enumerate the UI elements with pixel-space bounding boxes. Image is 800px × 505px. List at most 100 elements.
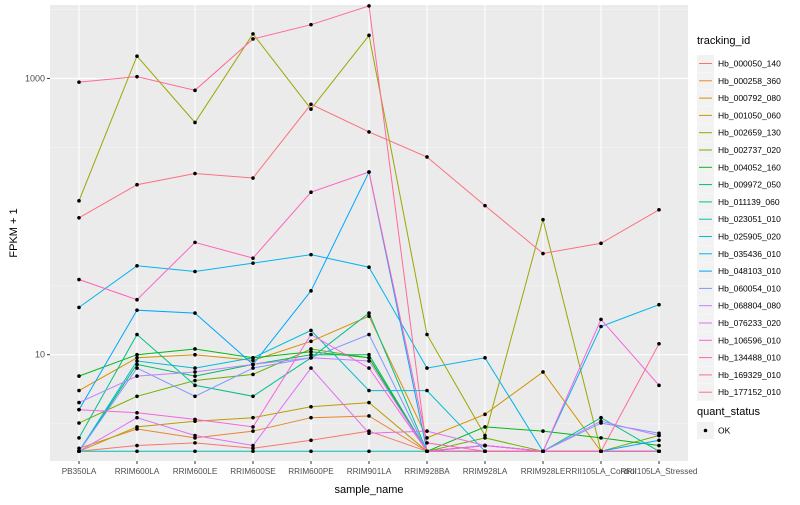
data-point [367, 352, 371, 357]
data-point [193, 378, 197, 383]
x-tick-label: RRIM928LA [463, 467, 508, 476]
data-point [309, 355, 313, 360]
x-tick-label: RRII105LA_Control [566, 467, 637, 476]
data-point [425, 429, 429, 433]
data-point [309, 107, 313, 111]
data-point [367, 449, 371, 454]
data-point [367, 311, 371, 315]
data-point [135, 366, 139, 370]
data-point [309, 438, 313, 443]
data-point [251, 394, 255, 399]
axes: 10 1000 PB350LA RRIM600LA RRIM600LE RRIM600SE… [25, 73, 698, 476]
legend-label: Hb_076233_020 [718, 318, 781, 328]
data-point [309, 449, 313, 454]
x-tick-label: RRIM901LA [347, 467, 392, 476]
data-point [251, 449, 255, 454]
data-point [193, 240, 197, 245]
legend-label: Hb_060054_010 [718, 283, 781, 293]
data-point [309, 332, 313, 337]
data-point [193, 352, 197, 357]
data-point [77, 400, 81, 405]
data-point [483, 449, 487, 454]
data-point [251, 355, 255, 360]
data-point [77, 388, 81, 393]
data-point [541, 449, 545, 454]
data-point [599, 449, 603, 454]
x-tick-label: RRII105LA_Stressed [621, 467, 698, 476]
data-point [77, 80, 81, 84]
legend-shape-key [703, 428, 708, 433]
data-point [483, 436, 487, 440]
data-point [135, 443, 139, 448]
data-point [367, 400, 371, 405]
legend: tracking_id quant_status Hb_000050_140 Hb… [697, 35, 781, 439]
data-point [367, 431, 371, 436]
data-point [367, 332, 371, 337]
data-point [309, 328, 313, 333]
data-point [135, 54, 139, 58]
data-point [193, 347, 197, 351]
data-point [77, 421, 81, 425]
data-point [193, 370, 197, 374]
data-point [541, 370, 545, 374]
data-point [309, 366, 313, 370]
data-point [541, 217, 545, 222]
data-point [193, 441, 197, 445]
data-point [541, 251, 545, 256]
legend-title-tracking-id: tracking_id [697, 35, 750, 47]
legend-label: Hb_002659_130 [718, 128, 781, 138]
data-point [599, 419, 603, 424]
data-point [251, 415, 255, 420]
data-point [367, 414, 371, 418]
data-point [309, 252, 313, 257]
data-point [657, 438, 661, 443]
data-point [541, 429, 545, 433]
data-point [77, 449, 81, 454]
data-point [251, 425, 255, 429]
data-point [367, 359, 371, 363]
data-point [657, 383, 661, 388]
data-point [483, 443, 487, 448]
legend-label: Hb_134488_010 [718, 353, 781, 363]
legend-label: Hb_011139_060 [718, 197, 780, 207]
legend-label: Hb_000050_140 [718, 59, 781, 69]
x-tick-label: RRIM600LA [115, 467, 160, 476]
data-point [367, 4, 371, 8]
y-tick-label: 10 [35, 350, 45, 360]
data-point [135, 308, 139, 312]
data-point [483, 203, 487, 208]
data-point [193, 120, 197, 125]
data-point [657, 341, 661, 346]
data-point [193, 394, 197, 399]
data-point [193, 417, 197, 422]
grid [50, 5, 688, 461]
data-point [77, 407, 81, 412]
x-tick-label: PB350LA [62, 467, 97, 476]
legend-shape-label: OK [718, 426, 731, 436]
data-point [309, 102, 313, 107]
data-point [367, 314, 371, 318]
data-point [77, 199, 81, 203]
data-point [77, 446, 81, 451]
data-point [135, 410, 139, 415]
data-point [135, 264, 139, 268]
legend-label: Hb_000258_360 [718, 76, 781, 86]
data-point [193, 449, 197, 454]
legend-label: Hb_035436_010 [718, 249, 781, 259]
data-point [425, 388, 429, 393]
data-point [657, 207, 661, 212]
data-point [309, 347, 313, 351]
data-point [425, 332, 429, 337]
series-layer [77, 4, 661, 454]
data-point [599, 317, 603, 322]
data-point [309, 22, 313, 27]
data-point [425, 449, 429, 454]
data-point [367, 170, 371, 174]
y-tick-label: 1000 [25, 73, 45, 83]
data-point [309, 349, 313, 354]
x-tick-label: RRIM600LE [173, 467, 218, 476]
data-point [77, 277, 81, 282]
data-point [77, 374, 81, 378]
data-point [309, 289, 313, 293]
